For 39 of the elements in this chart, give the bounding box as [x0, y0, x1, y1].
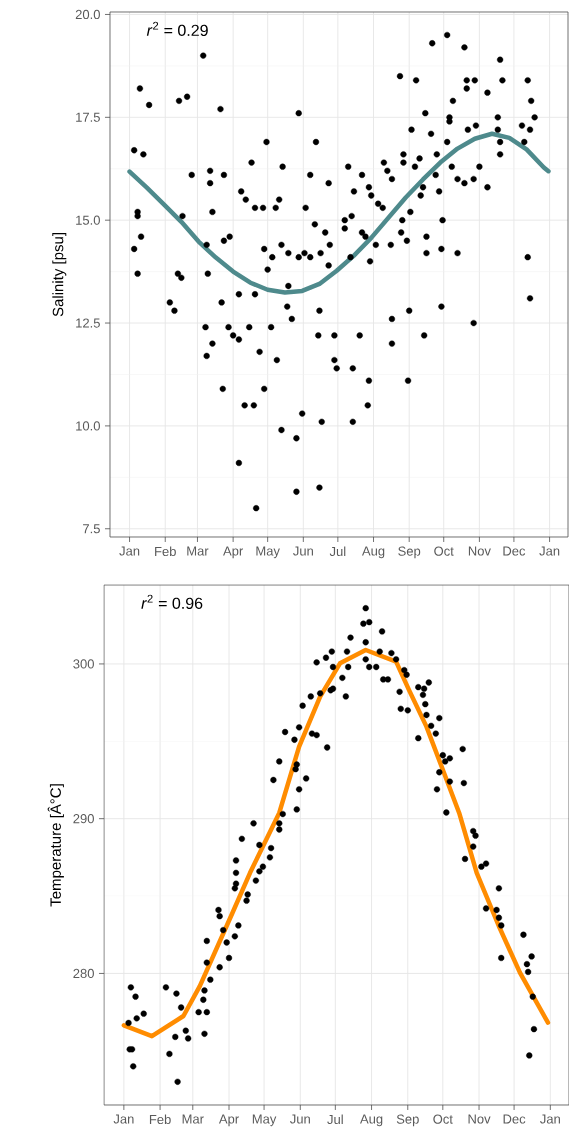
x-tick-label: Nov: [468, 546, 491, 556]
x-tick-label: Nov: [468, 1114, 491, 1124]
x-tick-label: Oct: [433, 1114, 453, 1124]
y-tick-label: 280: [73, 968, 94, 979]
x-tick-label: Apr: [222, 546, 243, 559]
x-tick-label: Jul: [329, 546, 346, 557]
x-tick-label: Feb: [154, 546, 176, 557]
x-tick-label: Sep: [398, 546, 420, 559]
y-axis-title: Temperature [Â°C]: [47, 784, 64, 907]
annotation: r$^{2}$ = 0.29: [146, 21, 208, 37]
annotation: r$^{2}$ = 0.96: [141, 594, 203, 609]
y-tick-label: 300: [73, 659, 94, 669]
x-tick-label: May: [256, 546, 280, 559]
x-tick-label: Dec: [503, 546, 525, 556]
x-tick-label: Aug: [361, 546, 385, 559]
y-tick-label: 7.5: [82, 524, 100, 534]
x-tick-label: Aug: [359, 1114, 383, 1127]
x-tick-label: Apr: [218, 1114, 239, 1127]
x-tick-label: Dec: [503, 1114, 526, 1124]
x-tick-label: Jan: [119, 546, 139, 556]
x-tick-label: Mar: [187, 546, 209, 556]
y-tick-label: 290: [73, 814, 94, 824]
x-tick-label: Feb: [149, 1114, 171, 1125]
x-tick-label: Oct: [434, 546, 454, 556]
x-tick-label: Jan: [539, 546, 559, 556]
y-tick-label: 12.5: [75, 318, 100, 328]
x-tick-label: Jun: [289, 1114, 310, 1124]
x-tick-label: Sep: [396, 1114, 419, 1127]
x-tick-label: Jan: [113, 1114, 134, 1124]
x-tick-label: Jun: [292, 546, 313, 556]
y-tick-label: 15.0: [75, 215, 100, 225]
y-tick-label: 20.0: [75, 9, 100, 20]
y-tick-label: 10.0: [75, 421, 100, 431]
x-tick-label: May: [252, 1114, 277, 1127]
y-axis-title: Salinity [psu]: [52, 233, 67, 317]
x-tick-label: Jul: [327, 1114, 343, 1125]
y-tick-label: 17.5: [75, 112, 100, 122]
x-tick-label: Mar: [182, 1114, 204, 1124]
x-tick-label: Jan: [539, 1114, 560, 1124]
